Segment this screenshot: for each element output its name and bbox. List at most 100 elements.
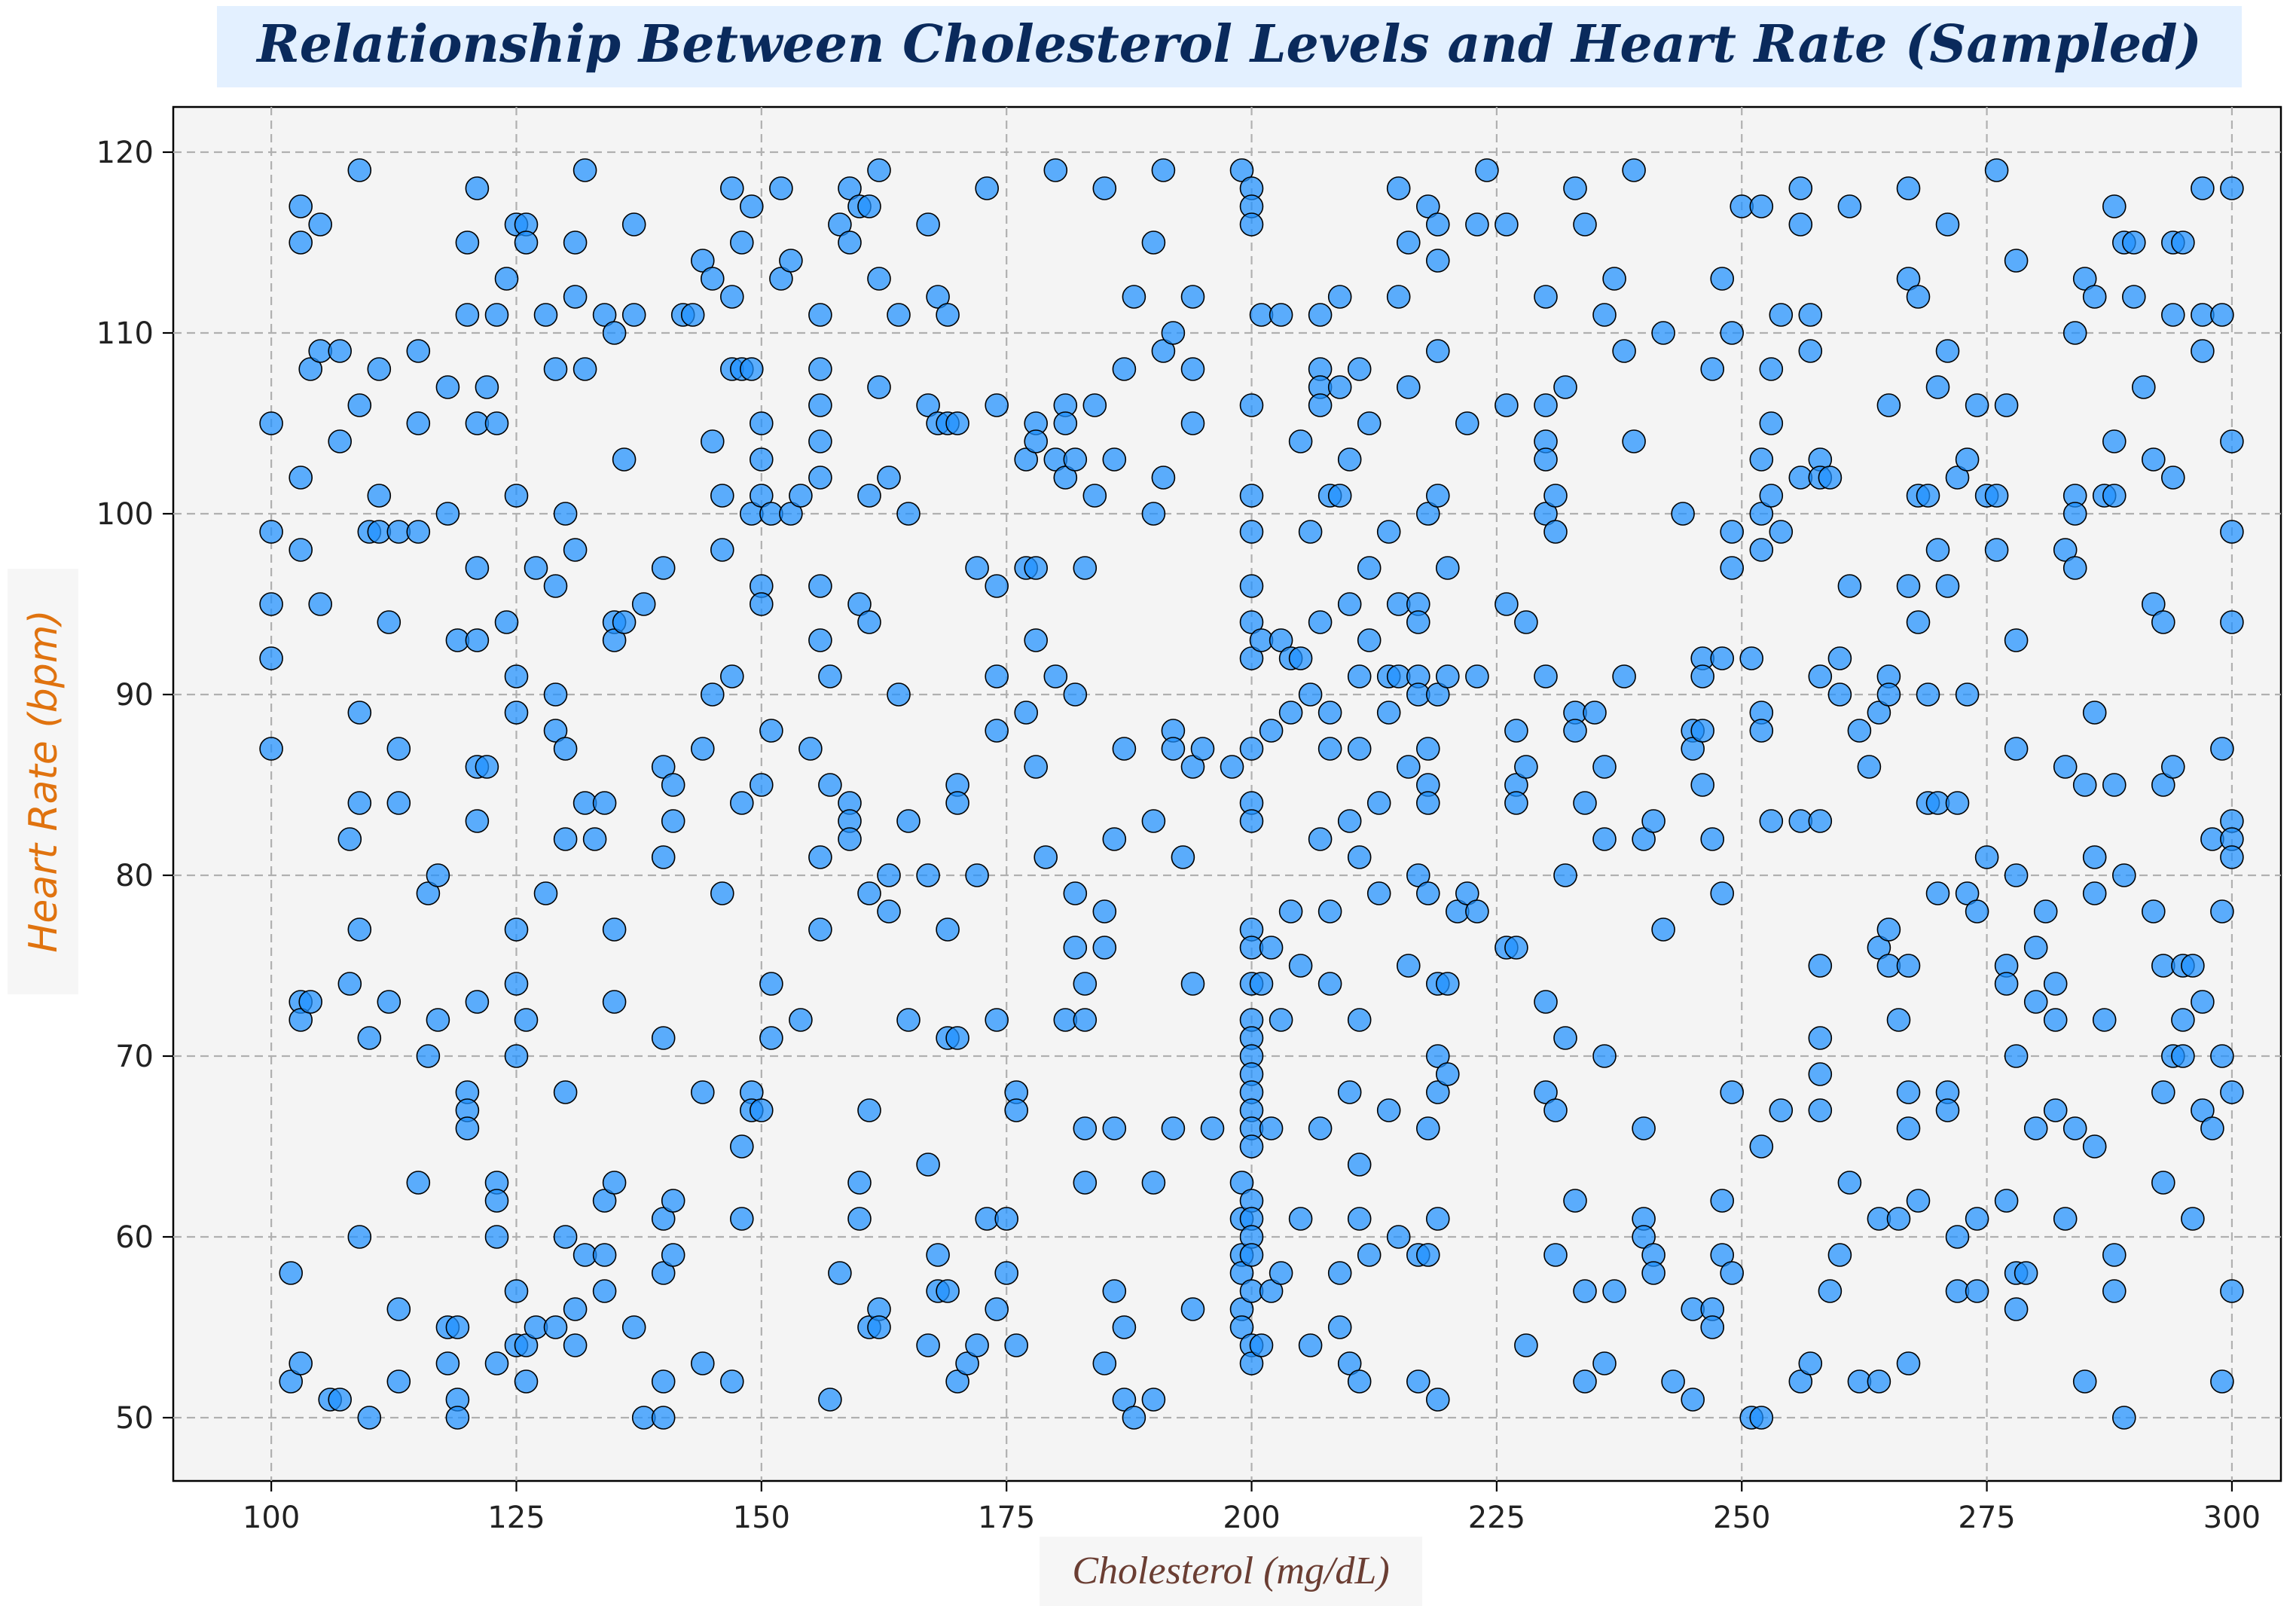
data-point bbox=[1397, 375, 1421, 399]
data-point bbox=[1994, 393, 2019, 417]
axis-ticks: 100 125 150 175 200 225 250 275 300 50 60 70 80 90 100… bbox=[96, 136, 2261, 1535]
data-point bbox=[1906, 610, 1931, 634]
data-point bbox=[553, 502, 578, 526]
data-points bbox=[259, 158, 2244, 1430]
data-point bbox=[1612, 339, 1636, 363]
data-point bbox=[1984, 158, 2009, 182]
data-point bbox=[1896, 176, 1921, 200]
data-point bbox=[1063, 881, 1088, 905]
data-point bbox=[1896, 954, 1921, 978]
data-point bbox=[563, 285, 588, 309]
data-point bbox=[729, 1207, 754, 1231]
data-point bbox=[1710, 1189, 1734, 1213]
data-point bbox=[1808, 1026, 1833, 1050]
data-point bbox=[2043, 1098, 2068, 1122]
data-point bbox=[1602, 267, 1626, 291]
data-point bbox=[1239, 1134, 1264, 1159]
data-point bbox=[789, 484, 813, 508]
x-axis-label: Cholesterol (mg/dL) bbox=[1072, 1549, 1389, 1592]
data-point bbox=[1690, 664, 1714, 688]
data-point bbox=[1798, 303, 1823, 327]
data-point bbox=[661, 773, 685, 797]
data-point bbox=[1935, 212, 1960, 237]
data-point bbox=[2220, 610, 2244, 634]
data-point bbox=[1945, 1225, 1970, 1249]
data-point bbox=[2004, 863, 2029, 887]
data-point bbox=[719, 1369, 744, 1394]
data-point bbox=[1063, 682, 1088, 707]
data-point bbox=[328, 1388, 353, 1412]
data-point bbox=[1337, 592, 1362, 616]
data-point bbox=[1014, 447, 1038, 472]
data-point bbox=[572, 357, 597, 381]
data-point bbox=[1161, 321, 1186, 345]
data-point bbox=[435, 502, 460, 526]
data-point bbox=[1553, 863, 1577, 887]
data-point bbox=[1671, 502, 1695, 526]
data-point bbox=[1827, 646, 1852, 670]
data-point bbox=[1259, 1279, 1284, 1303]
data-point bbox=[1416, 502, 1440, 526]
data-point bbox=[985, 719, 1009, 743]
data-point bbox=[1965, 1207, 1989, 1231]
data-point bbox=[377, 990, 401, 1014]
x-axis-label-box bbox=[1040, 1537, 1422, 1606]
data-point bbox=[877, 899, 901, 924]
data-point bbox=[377, 610, 401, 634]
data-point bbox=[1327, 285, 1352, 309]
data-point bbox=[965, 556, 989, 580]
y-tick-label: 90 bbox=[115, 678, 154, 713]
data-point bbox=[1239, 646, 1264, 670]
data-point bbox=[465, 556, 490, 580]
data-point bbox=[298, 990, 323, 1014]
data-point bbox=[1278, 701, 1303, 725]
data-point bbox=[798, 737, 823, 761]
data-point bbox=[1700, 1315, 1724, 1339]
data-point bbox=[347, 701, 372, 725]
data-point bbox=[1269, 303, 1293, 327]
y-tick-label: 120 bbox=[96, 136, 154, 170]
data-point bbox=[945, 1026, 969, 1050]
data-point bbox=[259, 592, 283, 616]
data-point bbox=[1710, 646, 1734, 670]
data-point bbox=[847, 592, 872, 616]
data-point bbox=[1180, 1297, 1205, 1321]
data-point bbox=[1092, 899, 1117, 924]
data-point bbox=[1239, 393, 1264, 417]
data-point bbox=[2043, 1008, 2068, 1032]
data-point bbox=[1543, 1098, 1568, 1122]
data-point bbox=[504, 664, 529, 688]
data-point bbox=[533, 881, 558, 905]
data-point bbox=[2142, 447, 2166, 472]
data-point bbox=[1200, 1116, 1225, 1140]
data-point bbox=[1073, 1008, 1098, 1032]
data-point bbox=[2161, 303, 2185, 327]
data-point bbox=[1612, 664, 1636, 688]
data-point bbox=[2102, 1279, 2127, 1303]
data-point bbox=[1798, 1351, 1823, 1375]
data-point bbox=[1161, 1116, 1186, 1140]
data-point bbox=[2004, 1044, 2029, 1068]
data-point bbox=[602, 628, 627, 652]
data-point bbox=[1347, 1008, 1372, 1032]
data-point bbox=[759, 972, 783, 996]
data-point bbox=[1337, 447, 1362, 472]
data-point bbox=[455, 303, 480, 327]
data-point bbox=[1239, 1243, 1264, 1267]
data-point bbox=[1553, 375, 1577, 399]
data-point bbox=[1102, 1116, 1127, 1140]
data-point bbox=[1426, 682, 1450, 707]
data-point bbox=[1269, 628, 1293, 652]
data-point bbox=[808, 466, 832, 490]
data-point bbox=[1141, 1388, 1166, 1412]
data-point bbox=[2191, 1098, 2215, 1122]
data-point bbox=[592, 791, 617, 815]
data-point bbox=[651, 1369, 676, 1394]
data-point bbox=[2082, 881, 2107, 905]
data-point bbox=[1455, 411, 1479, 435]
data-point bbox=[1925, 538, 1950, 562]
data-point bbox=[1955, 881, 1980, 905]
data-point bbox=[1376, 1098, 1401, 1122]
data-point bbox=[1818, 1279, 1843, 1303]
data-point bbox=[2023, 1116, 2048, 1140]
